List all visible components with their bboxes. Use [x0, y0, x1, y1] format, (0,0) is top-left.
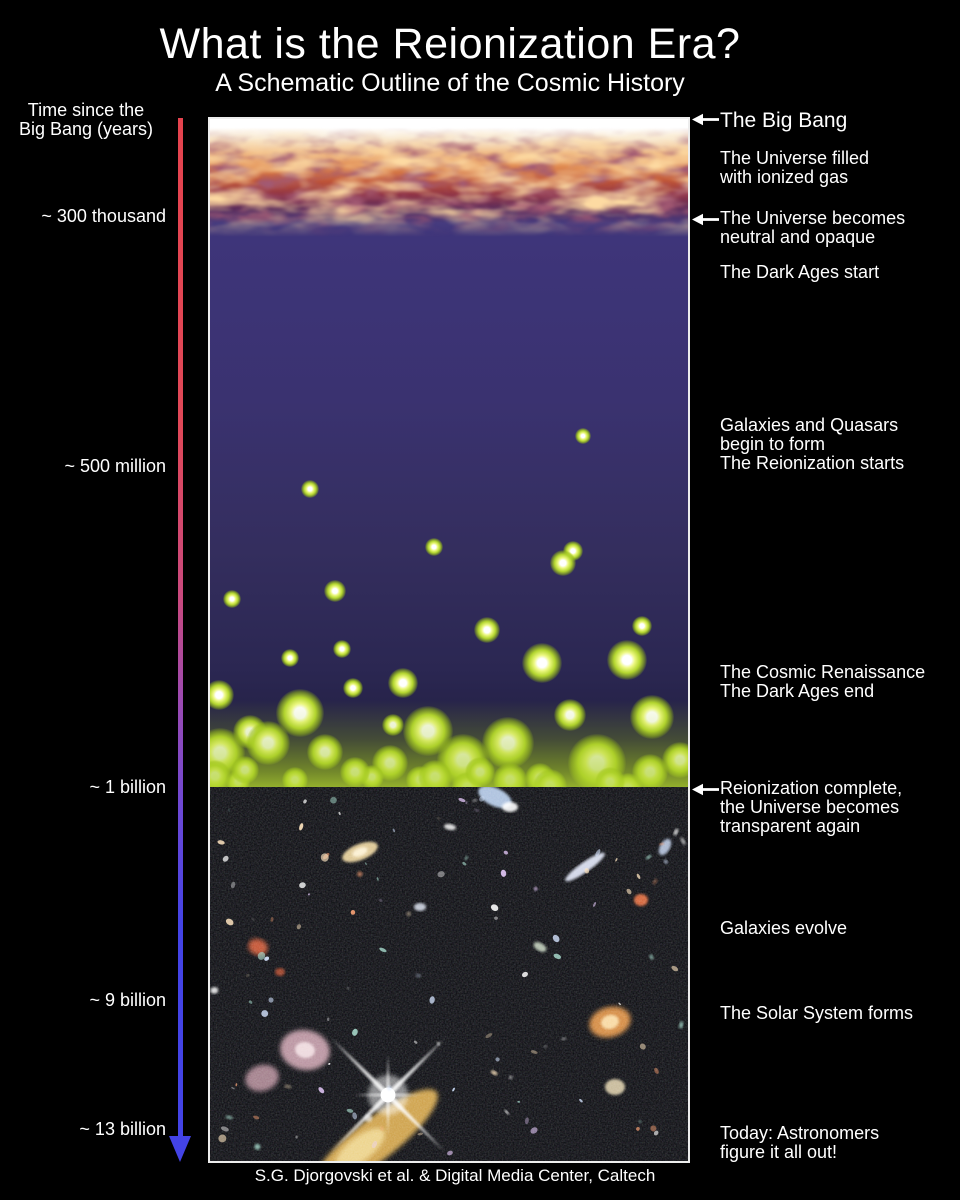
annotation-text: The Cosmic Renaissance The Dark Ages end: [720, 662, 926, 701]
galaxy-dot: [324, 580, 346, 602]
galaxy-dot: [281, 649, 299, 667]
deep-field-noise: [210, 787, 688, 1161]
left-arrow-icon: [692, 779, 720, 802]
annotation-text: The Solar System forms: [720, 1003, 914, 1023]
credit-line: S.G. Djorgovski et al. & Digital Media C…: [254, 1166, 656, 1185]
annotation-today: Today: Astronomers figure it all out!: [692, 1124, 958, 1162]
arrow-spacer: [692, 416, 720, 419]
axis-tick-13-billion: ~ 13 billion: [79, 1119, 166, 1139]
axis-title: Time since the Big Bang (years): [18, 100, 154, 139]
axis-tick-500-million: ~ 500 million: [64, 456, 166, 476]
galaxy-dot: [425, 538, 443, 556]
galaxy-dot: [632, 616, 652, 636]
timeline-arrowhead-icon: [169, 1136, 191, 1162]
annotation-text: The Universe filled with ionized gas: [720, 148, 870, 187]
annotation-cosmic-renaissance: The Cosmic Renaissance The Dark Ages end: [692, 663, 958, 701]
galaxy-dot: [607, 640, 647, 680]
left-arrow-icon: [692, 109, 720, 132]
axis-tick-300-thousand: ~ 300 thousand: [41, 206, 166, 226]
arrow-spacer: [692, 663, 720, 666]
galaxy-dot: [223, 590, 241, 608]
cosmic-history-panel: [208, 117, 690, 1163]
annotation-text: Galaxies evolve: [720, 918, 848, 938]
annotation-solar-system: The Solar System forms: [692, 1004, 958, 1023]
galaxy-dot: [575, 428, 591, 444]
annotation-text: Reionization complete, the Universe beco…: [720, 778, 903, 836]
galaxy-dot: [388, 668, 418, 698]
annotation-text: Galaxies and Quasars begin to form The R…: [720, 415, 905, 473]
galaxy-dot: [343, 678, 363, 698]
annotation-galaxies-quasars: Galaxies and Quasars begin to form The R…: [692, 416, 958, 473]
ionized-gas-texture: [210, 119, 688, 237]
annotation-reionization-complete: Reionization complete, the Universe beco…: [692, 779, 958, 836]
annotation-text: The Dark Ages start: [720, 262, 880, 282]
galaxy-dot: [301, 480, 319, 498]
annotation-dark-ages-start: The Dark Ages start: [692, 263, 958, 282]
galaxy-dot: [333, 640, 351, 658]
galaxy-dot: [522, 643, 562, 683]
arrow-spacer: [692, 263, 720, 266]
arrow-spacer: [692, 919, 720, 922]
arrow-spacer: [692, 1004, 720, 1007]
annotation-galaxies-evolve: Galaxies evolve: [692, 919, 958, 938]
annotation-big-bang: The Big Bang: [692, 109, 958, 132]
annotation-text: The Universe becomes neutral and opaque: [720, 208, 906, 247]
forming-galaxies-layer: [210, 119, 688, 803]
axis-tick-1-billion: ~ 1 billion: [89, 777, 166, 797]
timeline-arrow-line: [178, 118, 183, 1140]
galaxy-dot: [474, 617, 500, 643]
annotation-neutral-opaque: The Universe becomes neutral and opaque: [692, 209, 958, 247]
reionization-glow-band: [210, 700, 688, 787]
axis-tick-9-billion: ~ 9 billion: [89, 990, 166, 1010]
annotation-text: The Big Bang: [720, 109, 848, 132]
deep-field-image: [210, 787, 688, 1161]
arrow-spacer: [692, 1124, 720, 1127]
arrow-spacer: [692, 149, 720, 152]
left-arrow-icon: [692, 209, 720, 232]
annotation-ionized-gas: The Universe filled with ionized gas: [692, 149, 958, 187]
page-title: What is the Reionization Era?: [159, 20, 741, 68]
annotation-text: Today: Astronomers figure it all out!: [720, 1123, 880, 1162]
galaxy-dot: [550, 550, 576, 576]
page-subtitle: A Schematic Outline of the Cosmic Histor…: [215, 69, 685, 97]
